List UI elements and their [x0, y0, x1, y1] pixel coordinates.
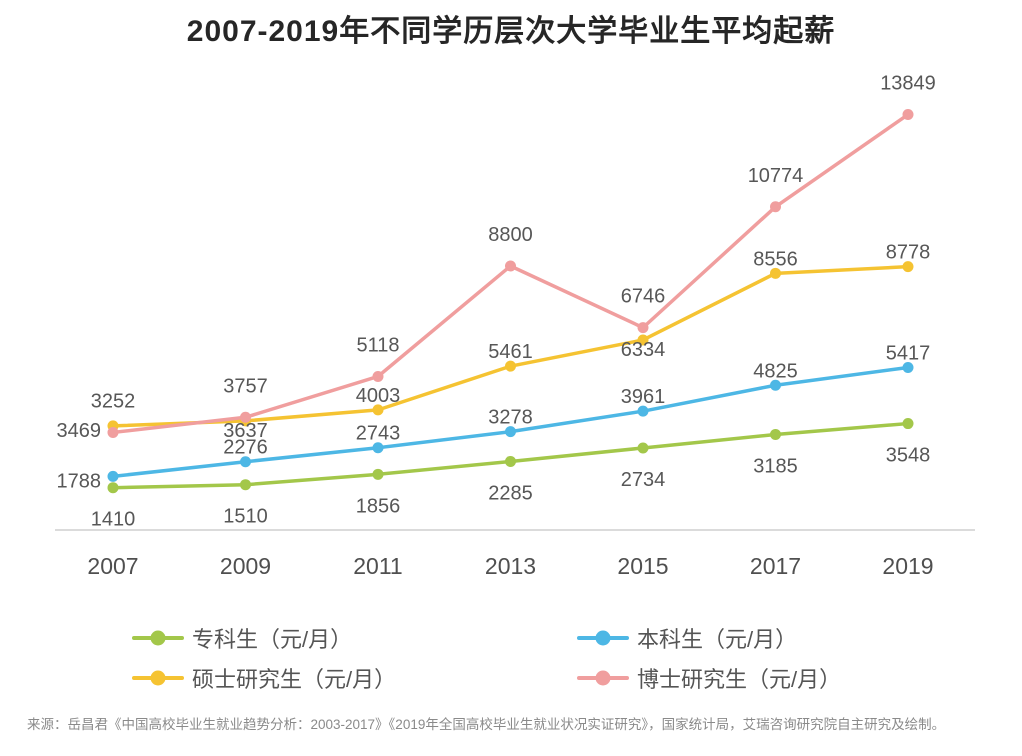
legend-marker-blue [577, 629, 629, 647]
x-axis-label: 2011 [353, 553, 402, 579]
value-label: 1410 [91, 509, 136, 531]
data-point [240, 411, 251, 423]
legend-dot [595, 630, 611, 646]
data-point [107, 470, 119, 482]
value-label: 6746 [621, 286, 666, 308]
value-label: 8778 [886, 242, 931, 264]
data-point [770, 201, 781, 213]
chart-title: 2007-2019年不同学历层次大学毕业生平均起薪 [186, 15, 836, 48]
legend-item-benke: 本科生（元/月） [577, 622, 1022, 654]
x-axis-label: 2013 [485, 553, 536, 579]
data-point [902, 361, 914, 373]
x-axis-label: 2009 [220, 553, 271, 579]
data-point [637, 322, 649, 334]
value-label: 3637 [223, 420, 268, 442]
data-point [505, 360, 516, 372]
value-label: 2743 [356, 423, 401, 445]
data-point [107, 482, 119, 494]
value-label: 8556 [753, 248, 798, 270]
source-note: 来源：岳昌君《中国高校毕业生就业趋势分析：2003-2017》《2019年全国高… [27, 717, 946, 732]
value-label: 8800 [488, 224, 533, 246]
value-label: 13849 [880, 73, 936, 95]
legend-dot [150, 630, 166, 646]
legend-marker-pink [577, 669, 629, 687]
data-point [770, 267, 781, 279]
value-label: 4825 [753, 360, 798, 382]
legend-marker-yellow [132, 669, 184, 687]
legend-item-shuoshi: 硕士研究生（元/月） [132, 662, 577, 694]
data-point [770, 379, 781, 391]
x-axis-label: 2017 [750, 553, 801, 579]
value-label: 10774 [748, 165, 804, 187]
value-label: 6334 [621, 339, 666, 361]
value-label: 3252 [91, 390, 136, 412]
legend-label: 博士研究生（元/月） [637, 667, 842, 692]
legend-row: 硕士研究生（元/月） 博士研究生（元/月） [0, 658, 1022, 698]
value-label: 1788 [57, 470, 102, 492]
data-point [505, 455, 516, 467]
data-point [240, 456, 251, 468]
value-label: 4003 [356, 385, 401, 407]
legend-dot [595, 670, 611, 686]
data-point [372, 468, 384, 480]
x-axis-label: 2019 [882, 553, 933, 579]
value-label: 5461 [488, 341, 533, 363]
legend-label: 本科生（元/月） [637, 627, 798, 652]
data-point [902, 109, 914, 121]
value-label: 2734 [621, 469, 666, 491]
data-point [637, 442, 649, 454]
legend-label: 专科生（元/月） [192, 627, 353, 652]
data-point [372, 370, 384, 382]
value-label: 2285 [488, 482, 533, 504]
line-chart: 2007 2009 2011 2013 2015 2017 2019 1410 1510 1856… [55, 73, 975, 579]
value-label: 2276 [223, 437, 268, 459]
value-label: 3961 [621, 386, 666, 408]
value-label: 1510 [223, 506, 268, 528]
value-label: 5417 [886, 342, 931, 364]
value-label: 5118 [356, 334, 399, 356]
data-point [372, 442, 384, 454]
data-point [902, 261, 914, 273]
value-label: 3185 [753, 455, 798, 477]
value-label: 3469 [57, 420, 102, 442]
data-point [372, 404, 384, 416]
chart-legend: 专科生（元/月） 本科生（元/月） 硕士研究生（元/月） [0, 618, 1022, 698]
value-label: 3278 [488, 407, 533, 429]
x-axis-label: 2015 [617, 553, 668, 579]
data-point [902, 418, 914, 430]
data-point [240, 479, 251, 491]
x-axis-label: 2007 [87, 553, 138, 579]
value-label: 1856 [356, 495, 401, 517]
data-point [637, 405, 649, 417]
value-label: 3757 [223, 375, 268, 397]
data-point [107, 426, 119, 438]
value-label: 3548 [886, 445, 931, 467]
legend-dot [150, 670, 166, 686]
legend-label: 硕士研究生（元/月） [192, 667, 397, 692]
legend-marker-green [132, 629, 184, 647]
data-point [637, 334, 649, 346]
data-point [505, 260, 516, 272]
legend-item-boshi: 博士研究生（元/月） [577, 662, 1022, 694]
data-point [505, 426, 516, 438]
legend-item-zhuanke: 专科生（元/月） [132, 622, 577, 654]
data-point [770, 428, 781, 440]
legend-row: 专科生（元/月） 本科生（元/月） [0, 618, 1022, 658]
